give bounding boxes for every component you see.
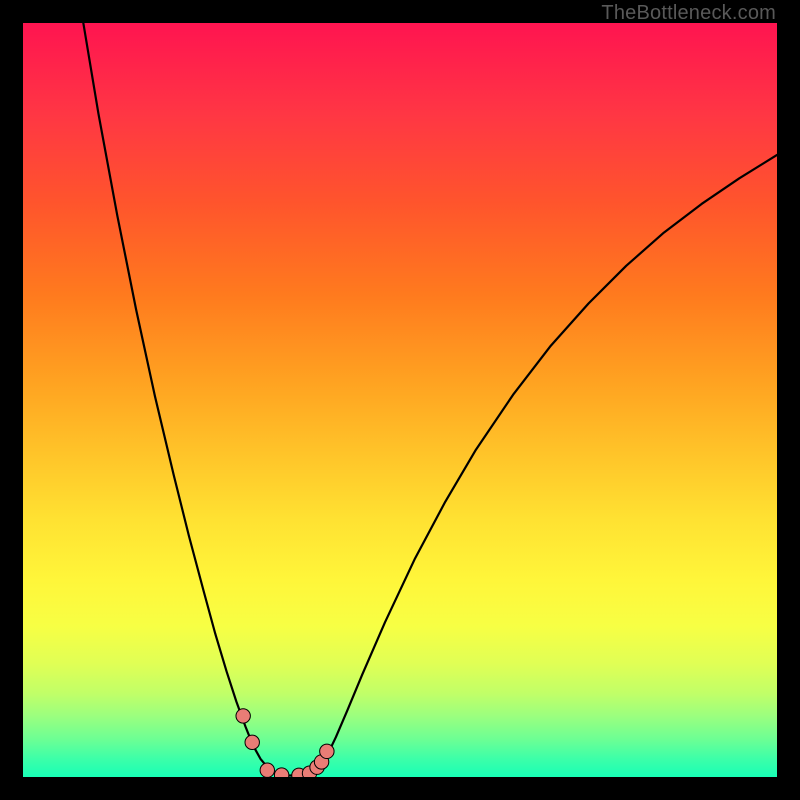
watermark-text: TheBottleneck.com [601, 2, 776, 25]
data-marker [236, 709, 250, 723]
data-marker [260, 763, 274, 777]
data-marker [245, 735, 259, 749]
plot-background [23, 23, 777, 777]
chart-area [23, 23, 777, 777]
plot-svg [23, 23, 777, 777]
data-marker [320, 744, 334, 758]
